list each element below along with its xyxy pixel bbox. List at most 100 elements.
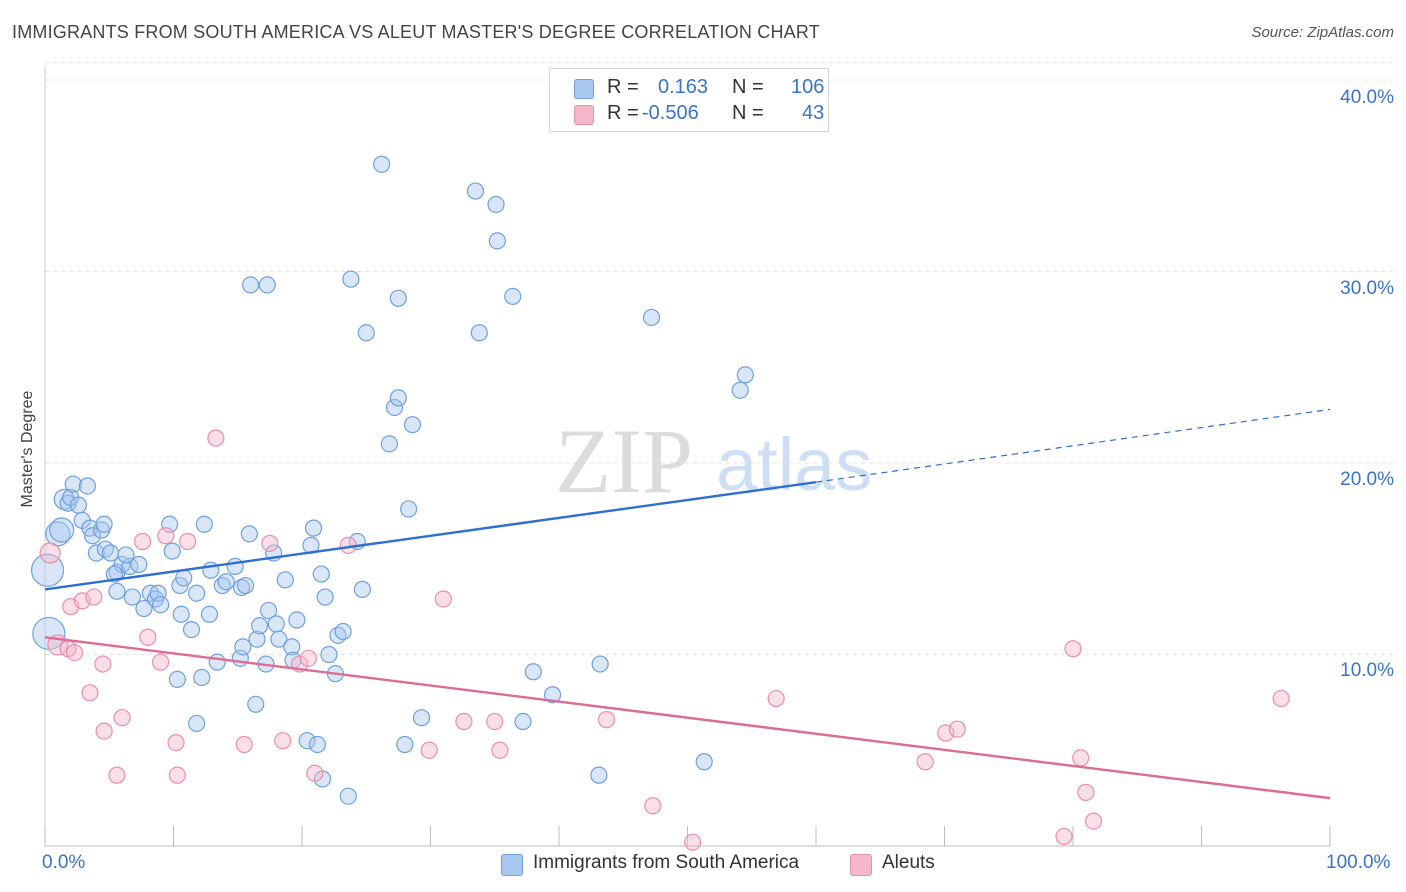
point-immigrants — [396, 735, 414, 754]
point-immigrants — [123, 588, 141, 606]
point-aleuts — [108, 766, 126, 784]
point-aleuts — [1084, 812, 1103, 830]
trend-lines — [44, 408, 1331, 800]
point-aleuts — [168, 766, 186, 784]
point-immigrants — [172, 605, 190, 623]
point-immigrants — [312, 565, 330, 583]
x-tick-label: 0.0% — [42, 852, 86, 873]
legend-n-label: N = — [732, 76, 764, 98]
point-aleuts — [152, 653, 170, 671]
point-immigrants — [283, 638, 301, 656]
point-aleuts — [261, 534, 279, 553]
point-immigrants — [95, 515, 113, 533]
y-tick-label: 30.0% — [1340, 278, 1394, 299]
point-aleuts — [948, 720, 966, 738]
point-immigrants — [188, 714, 206, 733]
point-aleuts — [491, 741, 509, 759]
point-immigrants — [30, 553, 65, 587]
point-immigrants — [69, 496, 88, 514]
point-aleuts — [274, 732, 292, 750]
grid-lines — [45, 62, 1394, 655]
point-immigrants — [591, 655, 609, 673]
point-aleuts — [1064, 640, 1082, 658]
y-tick-label: 10.0% — [1340, 660, 1394, 681]
point-aleuts — [644, 797, 662, 815]
point-immigrants — [248, 630, 266, 648]
point-immigrants — [208, 653, 226, 671]
point-immigrants — [247, 695, 265, 713]
point-immigrants — [78, 477, 97, 495]
legend-swatch-immigrants — [501, 854, 523, 876]
y-tick-label: 20.0% — [1340, 469, 1394, 490]
point-aleuts — [306, 764, 324, 782]
point-immigrants — [193, 668, 211, 687]
point-aleuts — [179, 532, 197, 551]
point-immigrants — [49, 517, 75, 543]
point-immigrants — [182, 621, 201, 639]
legend-r-label: R = — [607, 102, 639, 124]
point-aleuts — [767, 689, 785, 708]
watermark-zip: ZIP — [555, 410, 693, 512]
point-immigrants — [298, 732, 316, 750]
point-immigrants — [234, 638, 252, 656]
point-immigrants — [380, 435, 398, 453]
point-immigrants — [470, 324, 488, 342]
point-immigrants — [53, 488, 75, 510]
point-immigrants — [514, 712, 532, 731]
point-immigrants — [258, 276, 276, 294]
point-aleuts — [134, 532, 152, 551]
point-immigrants — [236, 576, 255, 595]
point-aleuts — [81, 684, 99, 702]
legend-swatch-aleuts — [850, 854, 872, 876]
point-immigrants — [135, 599, 153, 618]
point-immigrants — [168, 670, 186, 688]
point-immigrants — [87, 544, 106, 562]
point-immigrants — [731, 381, 749, 399]
point-aleuts — [167, 733, 185, 752]
trend-line-aleuts — [44, 636, 1331, 800]
point-immigrants — [250, 617, 269, 635]
point-aleuts — [39, 542, 61, 564]
point-immigrants — [267, 615, 285, 633]
point-immigrants — [270, 630, 288, 648]
point-immigrants — [288, 611, 306, 629]
point-aleuts — [157, 527, 175, 545]
legend-n-value: 106 — [791, 76, 825, 98]
legend-label-aleuts: Aleuts — [882, 852, 935, 873]
point-immigrants — [487, 195, 505, 214]
point-aleuts — [1272, 689, 1290, 708]
correlation-legend: R = 0.163 N = 106 R = -0.506 N = 43 — [549, 68, 829, 132]
point-aleuts — [434, 590, 452, 608]
point-aleuts — [455, 712, 473, 731]
point-aleuts — [113, 709, 131, 727]
point-immigrants — [466, 182, 485, 200]
point-immigrants — [175, 569, 193, 587]
point-immigrants — [524, 663, 542, 681]
legend-swatch-immigrants — [574, 79, 594, 99]
legend-r-value: -0.506 — [642, 102, 699, 124]
y-axis-label-wrap: Master's Degree — [10, 300, 46, 600]
point-immigrants — [342, 270, 360, 288]
x-tick-label: 100.0% — [1326, 852, 1391, 873]
point-aleuts — [85, 588, 103, 606]
legend-n-label: N = — [732, 102, 764, 124]
point-aleuts — [139, 628, 157, 646]
point-immigrants — [590, 766, 608, 784]
watermark: ZIP atlas — [555, 410, 872, 512]
point-aleuts — [597, 711, 616, 729]
y-axis-label: Master's Degree — [19, 390, 36, 508]
legend-swatch-aleuts — [574, 105, 594, 125]
point-immigrants — [226, 557, 244, 576]
chart-title: IMMIGRANTS FROM SOUTH AMERICA VS ALEUT M… — [12, 22, 820, 42]
point-immigrants — [320, 645, 338, 664]
point-immigrants — [642, 308, 661, 327]
legend-r-label: R = — [607, 76, 639, 98]
point-immigrants — [304, 519, 323, 537]
point-aleuts — [1072, 749, 1090, 767]
point-immigrants — [412, 709, 431, 727]
legend-label-immigrants: Immigrants from South America — [533, 852, 800, 873]
legend-r-value: 0.163 — [658, 76, 709, 98]
point-immigrants — [373, 155, 391, 173]
point-immigrants — [276, 571, 294, 589]
